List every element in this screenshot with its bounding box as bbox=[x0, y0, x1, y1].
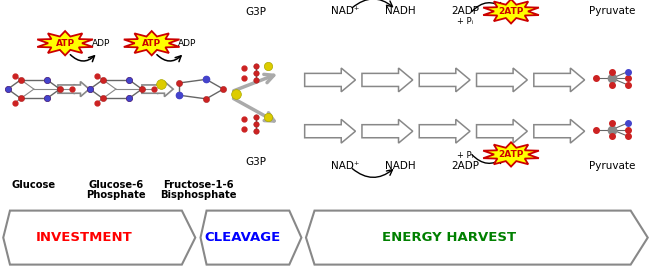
Polygon shape bbox=[483, 142, 539, 167]
Text: ATP: ATP bbox=[55, 39, 75, 48]
Polygon shape bbox=[124, 31, 180, 55]
Text: 2ATP: 2ATP bbox=[499, 150, 523, 159]
Polygon shape bbox=[419, 119, 470, 143]
Text: Glucose: Glucose bbox=[12, 180, 56, 190]
Polygon shape bbox=[477, 119, 527, 143]
Polygon shape bbox=[305, 119, 355, 143]
Polygon shape bbox=[534, 68, 585, 92]
Text: Pyruvate: Pyruvate bbox=[589, 6, 635, 16]
Polygon shape bbox=[534, 119, 585, 143]
Polygon shape bbox=[3, 211, 195, 265]
Polygon shape bbox=[419, 68, 470, 92]
Text: ADP: ADP bbox=[178, 39, 197, 48]
Text: ENERGY HARVEST: ENERGY HARVEST bbox=[382, 231, 517, 244]
Polygon shape bbox=[483, 0, 539, 23]
Text: CLEAVAGE: CLEAVAGE bbox=[205, 231, 281, 244]
Polygon shape bbox=[362, 119, 413, 143]
Text: 2ATP: 2ATP bbox=[499, 7, 523, 16]
Text: Phosphate: Phosphate bbox=[86, 190, 146, 200]
Polygon shape bbox=[306, 211, 648, 265]
Text: Bisphosphate: Bisphosphate bbox=[160, 190, 237, 200]
Text: Fructose-1-6: Fructose-1-6 bbox=[163, 180, 234, 190]
Text: ADP: ADP bbox=[92, 39, 110, 48]
Polygon shape bbox=[201, 211, 301, 265]
Text: NAD⁺: NAD⁺ bbox=[331, 6, 359, 16]
Text: G3P: G3P bbox=[245, 157, 266, 167]
Text: 2ADP: 2ADP bbox=[451, 6, 480, 16]
Text: INVESTMENT: INVESTMENT bbox=[36, 231, 132, 244]
Text: NADH: NADH bbox=[385, 161, 416, 171]
Text: + Pᵢ: + Pᵢ bbox=[458, 17, 473, 26]
Text: G3P: G3P bbox=[245, 7, 266, 17]
Text: + Pᵢ: + Pᵢ bbox=[458, 151, 473, 160]
Polygon shape bbox=[305, 68, 355, 92]
Polygon shape bbox=[58, 82, 89, 97]
Text: NADH: NADH bbox=[385, 6, 416, 16]
Polygon shape bbox=[477, 68, 527, 92]
Polygon shape bbox=[142, 82, 173, 97]
Polygon shape bbox=[37, 31, 93, 55]
Text: Pyruvate: Pyruvate bbox=[589, 161, 635, 171]
Text: Glucose-6: Glucose-6 bbox=[89, 180, 143, 190]
Text: ATP: ATP bbox=[142, 39, 161, 48]
Text: 2ADP: 2ADP bbox=[451, 161, 480, 171]
Text: NAD⁺: NAD⁺ bbox=[331, 161, 359, 171]
Polygon shape bbox=[362, 68, 413, 92]
